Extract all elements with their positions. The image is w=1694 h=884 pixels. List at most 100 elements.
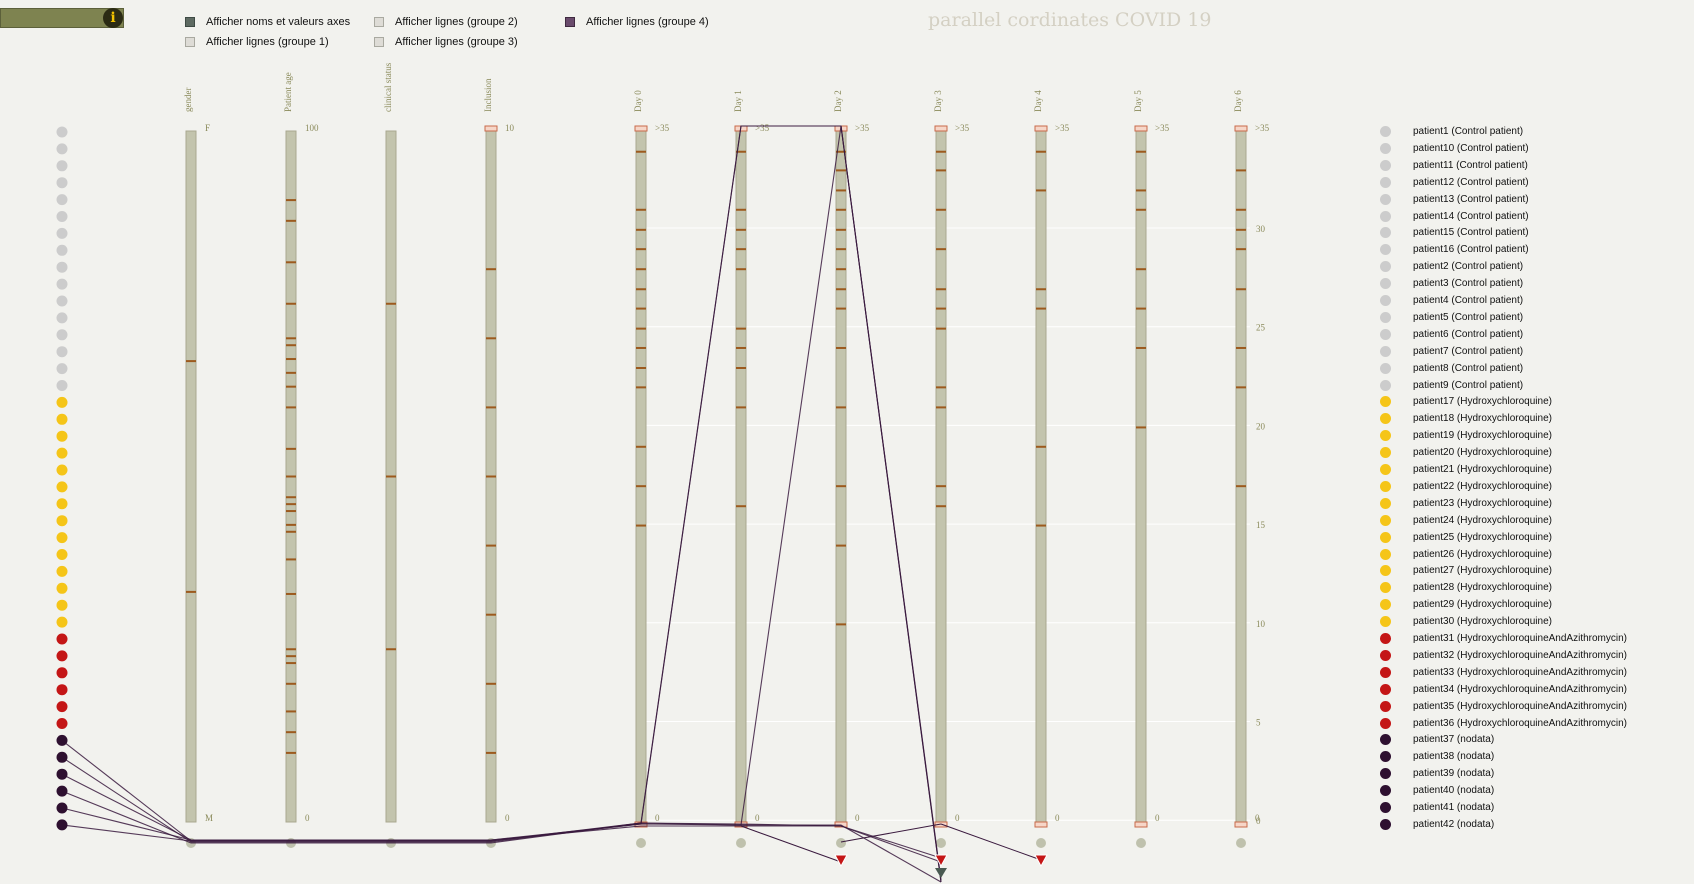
axis-day-4: Day 4 >35 0 <box>1033 90 1070 848</box>
patient-dot <box>56 143 68 155</box>
legend-label: patient17 (Hydroxychloroquine) <box>1413 396 1552 408</box>
legend-dot-icon <box>1380 768 1391 780</box>
patient-dot <box>56 532 68 544</box>
brush-handle-top <box>634 125 648 132</box>
patient-dot <box>56 261 68 273</box>
toggle-group2-lines[interactable]: Afficher lignes (groupe 2) <box>374 15 518 29</box>
legend-label: patient23 (Hydroxychloroquine) <box>1413 497 1552 509</box>
axis-top-label: 10 <box>505 123 515 133</box>
patient-dot <box>56 194 68 206</box>
legend-label: patient27 (Hydroxychloroquine) <box>1413 565 1552 577</box>
patient-dot <box>56 498 68 510</box>
legend-dot-icon <box>1380 396 1391 408</box>
patient-dot <box>56 718 68 729</box>
legend-dot-icon <box>1380 176 1391 188</box>
legend-label: patient33 (HydroxychloroquineAndAzithrom… <box>1413 666 1627 678</box>
axis-inclusion: Inclusion 10 0 <box>483 78 515 848</box>
patient-dot <box>56 312 68 324</box>
legend-label: patient34 (HydroxychloroquineAndAzithrom… <box>1413 683 1627 695</box>
checkbox-icon[interactable] <box>374 37 384 47</box>
patient-dot <box>56 346 68 358</box>
patient-dot <box>56 633 68 645</box>
legend-dot-icon <box>1380 464 1391 475</box>
axis-bar <box>1235 130 1247 823</box>
legend-dot-icon <box>1380 447 1391 459</box>
toggle-group3-lines[interactable]: Afficher lignes (groupe 3) <box>374 35 518 49</box>
toggle-label: Afficher lignes (groupe 4) <box>586 16 709 28</box>
patient-dot <box>56 549 68 560</box>
legend-dot-icon <box>1380 717 1391 729</box>
legend-dot-icon <box>1380 666 1391 678</box>
axis-top-label: >35 <box>755 123 770 133</box>
legend-label: patient29 (Hydroxychloroquine) <box>1413 599 1552 611</box>
toggle-group1-lines[interactable]: Afficher lignes (groupe 1) <box>185 35 329 49</box>
brush-handle-top <box>484 125 498 132</box>
scale-tick-label: 30 <box>1256 224 1266 234</box>
checkbox-icon[interactable] <box>374 17 384 27</box>
legend-dot-icon <box>1380 362 1391 374</box>
axis-bar <box>185 130 197 823</box>
patient-line <box>840 823 942 843</box>
axis-bar <box>735 130 747 823</box>
legend-dot-icon <box>1380 802 1391 813</box>
legend-label: patient37 (nodata) <box>1413 734 1495 746</box>
axis-name-label: Day 0 <box>633 90 643 112</box>
patient-dot <box>56 413 68 425</box>
axis-bottom-label: 0 <box>305 813 310 823</box>
checkbox-icon[interactable] <box>185 37 195 47</box>
patient-line <box>61 125 942 881</box>
checkbox-icon[interactable] <box>565 17 575 27</box>
legend-label: patient30 (Hydroxychloroquine) <box>1413 616 1552 628</box>
patient-dot <box>56 244 68 256</box>
legend-dot-icon <box>1380 413 1391 425</box>
patient-dot <box>56 447 68 459</box>
axis-top-label: >35 <box>855 123 870 133</box>
toggle-axis-labels[interactable]: Afficher noms et valeurs axes <box>185 15 350 29</box>
legend-label: patient42 (nodata) <box>1413 818 1495 830</box>
patient-line <box>740 825 842 863</box>
patient-dot <box>56 464 68 476</box>
checkbox-icon[interactable] <box>185 17 195 27</box>
legend-dot-icon <box>1380 531 1391 543</box>
brush-handle-top <box>1134 125 1148 132</box>
legend-dot-icon <box>1380 818 1391 830</box>
down-arrow-icon <box>834 854 848 868</box>
patient-dot <box>56 160 68 172</box>
axis-name-label: Day 4 <box>1033 90 1043 112</box>
patient-dot <box>56 329 68 341</box>
legend-dot-icon <box>1380 126 1391 137</box>
legend-label: patient9 (Control patient) <box>1413 379 1524 391</box>
patient-dot <box>56 650 68 662</box>
axis-bar <box>835 130 847 823</box>
patient-dot <box>56 819 68 831</box>
legend-dot-icon <box>1380 633 1391 644</box>
brush-handle-top <box>1034 125 1048 132</box>
legend-label: patient18 (Hydroxychloroquine) <box>1413 413 1552 425</box>
patient-dot <box>56 481 68 493</box>
axis-day-6: Day 6 >35 0 <box>1233 90 1270 848</box>
patient-dot <box>56 565 68 577</box>
legend-label: patient16 (Control patient) <box>1413 244 1529 256</box>
brush-handle-bottom <box>1234 821 1248 828</box>
toggle-label: Afficher noms et valeurs axes <box>206 16 351 28</box>
legend-dot-icon <box>1380 295 1391 306</box>
axis-bottom-label: 0 <box>505 813 510 823</box>
axis-name-label: clinical status <box>383 62 393 112</box>
axis-bottom-label: 0 <box>855 813 860 823</box>
nodata-marker <box>1036 838 1046 848</box>
axis-bar <box>635 130 647 823</box>
patient-dot <box>56 802 68 814</box>
legend-label: patient41 (nodata) <box>1413 802 1495 813</box>
axis-bottom-label: 0 <box>955 813 960 823</box>
axis-bottom-label: 0 <box>755 813 760 823</box>
legend-label: patient11 (Control patient) <box>1413 159 1528 171</box>
scale-tick-label: 25 <box>1256 323 1266 333</box>
axis-name-label: Inclusion <box>483 78 493 112</box>
scale-tick-label: 10 <box>1256 619 1266 629</box>
toggle-group4-lines[interactable]: Afficher lignes (groupe 4) <box>565 15 709 29</box>
legend-label: patient15 (Control patient) <box>1413 227 1529 239</box>
axis-name-label: Day 2 <box>833 90 843 112</box>
axis-bottom-label: 0 <box>1255 813 1260 823</box>
info-button[interactable]: i <box>103 8 123 28</box>
legend-label: patient39 (nodata) <box>1413 768 1495 780</box>
